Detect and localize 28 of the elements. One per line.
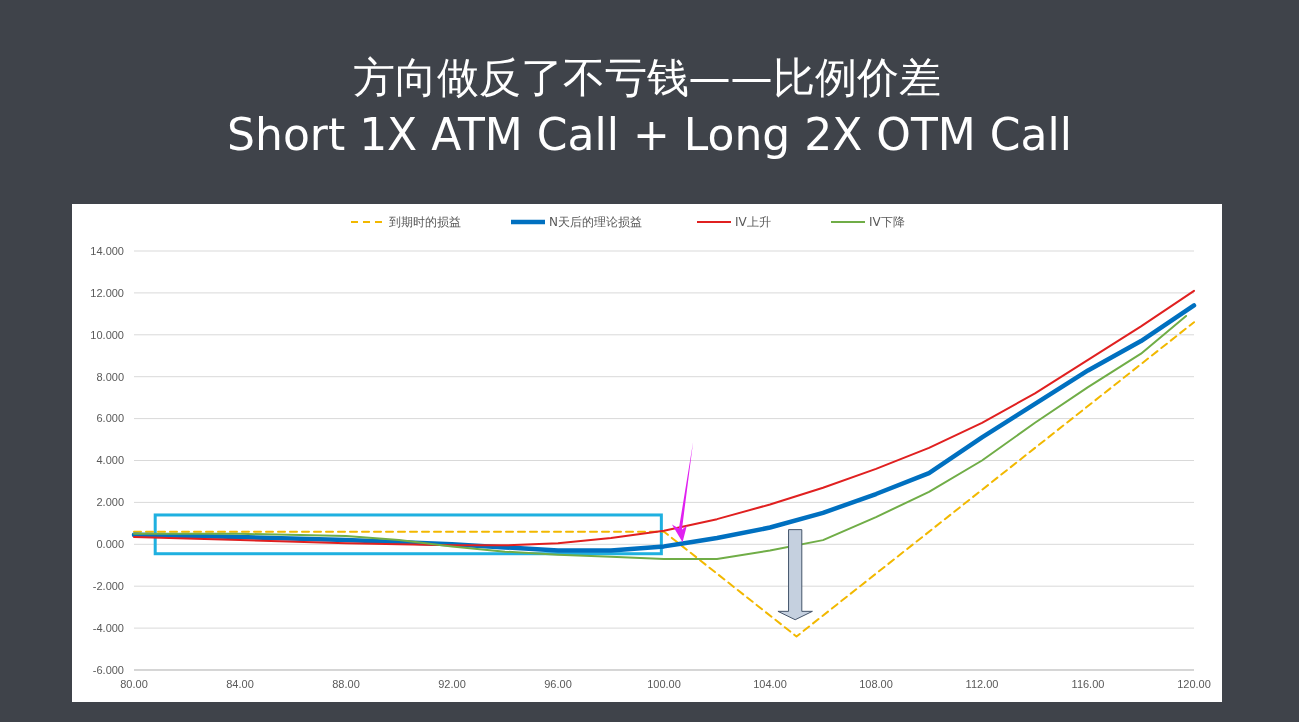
y-tick-label: 4.000 — [96, 454, 124, 467]
x-tick-label: 100.00 — [647, 678, 681, 690]
x-tick-label: 108.00 — [859, 678, 893, 690]
y-tick-label: 6.000 — [96, 412, 124, 425]
y-tick-label: 0.000 — [96, 538, 124, 551]
x-tick-label: 96.00 — [544, 678, 572, 690]
x-tick-label: 112.00 — [965, 678, 999, 690]
y-tick-label: 8.000 — [96, 370, 124, 383]
y-tick-label: -6.000 — [92, 663, 124, 676]
x-tick-label: 84.00 — [226, 678, 254, 690]
legend-label: 到期时的损益 — [389, 215, 461, 230]
y-tick-label: -2.000 — [92, 580, 124, 593]
y-tick-label: 2.000 — [96, 496, 124, 509]
x-tick-label: 92.00 — [438, 678, 466, 690]
x-tick-label: 80.00 — [120, 678, 148, 690]
x-tick-label: 104.00 — [753, 678, 787, 690]
y-tick-label: -4.000 — [92, 621, 124, 634]
y-tick-label: 10.000 — [90, 328, 124, 341]
legend-label: N天后的理论损益 — [549, 215, 642, 230]
x-tick-label: 120.00 — [1177, 678, 1211, 690]
x-tick-label: 88.00 — [332, 678, 360, 690]
legend-label: IV下降 — [869, 215, 905, 230]
y-tick-label: 14.000 — [90, 244, 124, 257]
chart-title: 方向做反了不亏钱——比例价差 — [352, 53, 941, 102]
y-tick-label: 12.000 — [90, 286, 124, 299]
chart-subtitle: Short 1X ATM Call + Long 2X OTM Call — [227, 109, 1072, 160]
x-tick-label: 116.00 — [1071, 678, 1105, 690]
legend-label: IV上升 — [735, 215, 771, 230]
